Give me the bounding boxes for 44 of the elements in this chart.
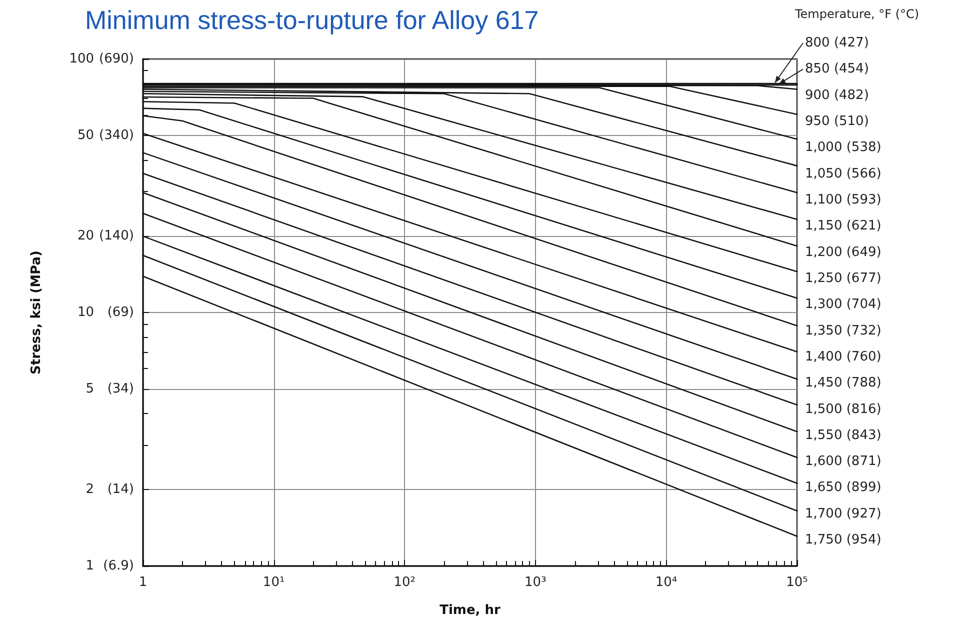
y-tick-label: 1 xyxy=(86,558,94,574)
series-label: 1,350 (732) xyxy=(805,323,882,338)
series-label: 1,250 (677) xyxy=(805,270,882,286)
series-label: 1,200 (649) xyxy=(805,244,882,260)
series-label: 950 (510) xyxy=(805,114,869,129)
x-tick-label: 10³ xyxy=(524,575,546,590)
x-tick-label: 10¹ xyxy=(262,575,285,590)
series-label: 850 (454) xyxy=(805,62,869,77)
series-label: 1,000 (538) xyxy=(805,140,882,156)
x-tick-label: 1 xyxy=(138,575,148,590)
y-tick-label: 10 xyxy=(77,305,94,320)
y-tick-label: 5 xyxy=(86,381,94,396)
x-axis-title: Time, hr xyxy=(440,603,501,618)
series-label: 1,650 (899) xyxy=(805,480,882,496)
text: (34) xyxy=(107,381,134,396)
y-tick-label: 50 xyxy=(77,128,94,143)
x-tick-label: 10⁵ xyxy=(786,575,808,590)
series-label: 1,050 (566) xyxy=(805,166,882,182)
series-label: 1,450 (788) xyxy=(805,376,882,391)
text: (14) xyxy=(107,482,134,498)
series-label: 1,750 (954) xyxy=(805,532,882,548)
series-label: 1,500 (816) xyxy=(805,402,882,417)
text: (140) xyxy=(99,228,134,244)
x-tick-label: 10² xyxy=(394,575,416,590)
legend-title: Temperature, °F (°C) xyxy=(794,7,920,21)
text: (690) xyxy=(99,52,134,66)
x-tick-label: 10⁴ xyxy=(655,575,678,590)
text: (6.9) xyxy=(103,558,134,574)
series-label: 1,700 (927) xyxy=(805,506,882,522)
y-tick-label: 100 xyxy=(69,52,94,66)
series-label: 900 (482) xyxy=(805,88,869,103)
series-label: 1,400 (760) xyxy=(805,349,882,364)
chart-title: Minimum stress-to-rupture for Alloy 617 xyxy=(85,5,539,35)
text: (340) xyxy=(99,128,134,143)
series-label: 1,550 (843) xyxy=(805,428,882,443)
series-label: 1,150 (621) xyxy=(805,218,882,234)
series-label: 1,300 (704) xyxy=(805,297,882,312)
y-axis-title: Stress, ksi (MPa) xyxy=(29,250,44,374)
series-label: 1,600 (871) xyxy=(805,454,882,470)
text: 800 (427) xyxy=(805,36,869,50)
y-tick-label: 20 xyxy=(77,228,94,244)
series-label: 1,100 (593) xyxy=(805,192,882,208)
text: (69) xyxy=(107,305,134,320)
y-tick-label: 2 xyxy=(86,482,94,498)
